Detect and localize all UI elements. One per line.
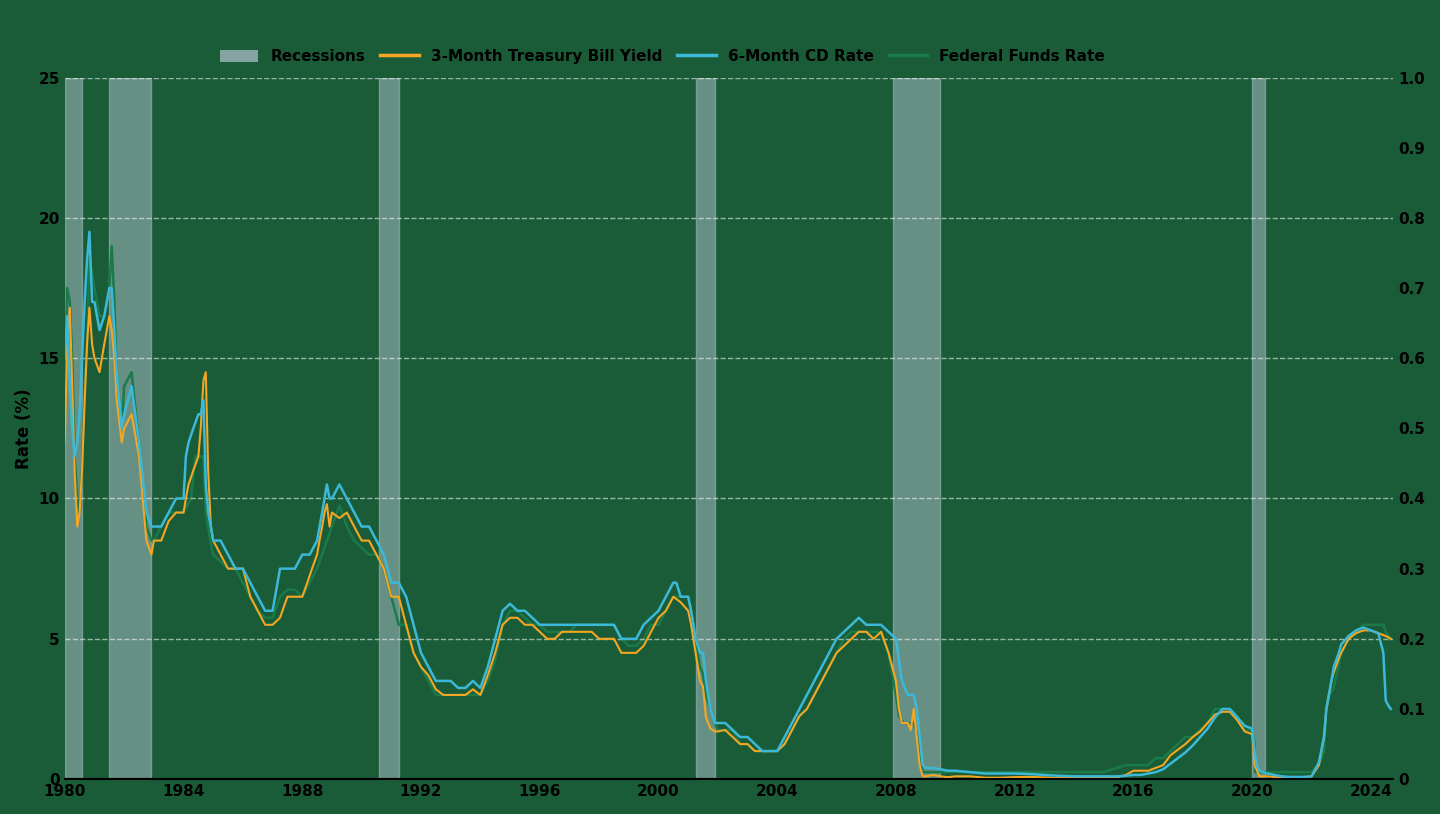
Bar bbox=[379, 77, 399, 779]
Bar bbox=[1253, 77, 1264, 779]
Bar bbox=[65, 77, 82, 779]
Bar bbox=[696, 77, 716, 779]
Bar bbox=[893, 77, 940, 779]
Legend: Recessions, 3-Month Treasury Bill Yield, 6-Month CD Rate, Federal Funds Rate: Recessions, 3-Month Treasury Bill Yield,… bbox=[213, 43, 1112, 70]
Bar bbox=[109, 77, 151, 779]
Y-axis label: Rate (%): Rate (%) bbox=[14, 388, 33, 469]
